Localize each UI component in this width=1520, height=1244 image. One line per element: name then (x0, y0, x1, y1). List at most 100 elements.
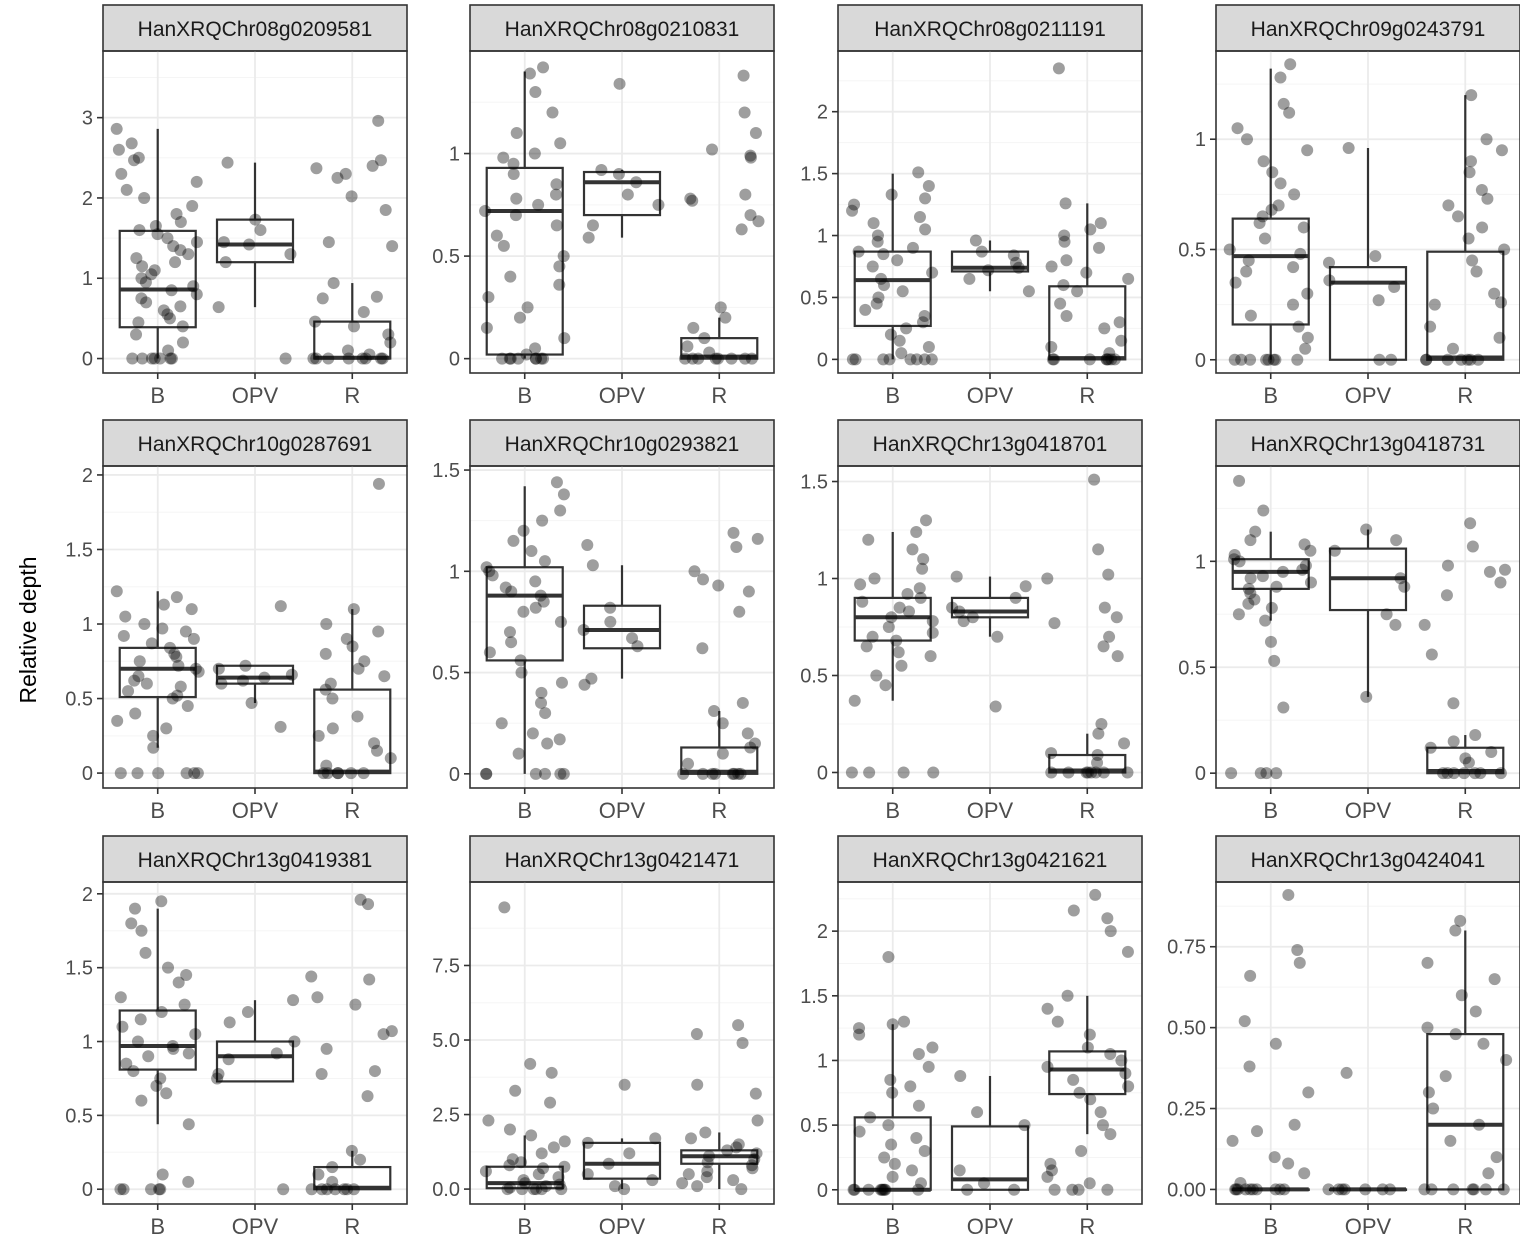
data-point (318, 767, 330, 779)
data-point (691, 1028, 703, 1040)
data-point (524, 1058, 536, 1070)
data-point (287, 994, 299, 1006)
data-point (677, 768, 689, 780)
data-point (1277, 566, 1289, 578)
data-point (1441, 767, 1453, 779)
y-tick-label: 0 (1195, 763, 1206, 785)
data-point (1381, 608, 1393, 620)
data-point (958, 615, 970, 627)
data-point (349, 999, 361, 1011)
data-point (1234, 555, 1246, 567)
data-point (885, 1139, 897, 1151)
data-point (1491, 1151, 1503, 1163)
data-point (1398, 581, 1410, 593)
data-point (853, 1029, 865, 1041)
data-point (595, 164, 607, 176)
data-point (346, 1145, 358, 1157)
data-point (742, 727, 754, 739)
data-point (1085, 766, 1097, 778)
y-tick-label: 0 (82, 1179, 93, 1201)
facet-panel: HanXRQChr10g028769100.511.52B OPV R (65, 420, 407, 823)
data-point (128, 675, 140, 687)
data-point (1048, 353, 1060, 365)
data-point (1254, 217, 1266, 229)
data-point (1360, 524, 1372, 536)
data-point (1233, 608, 1245, 620)
data-point (1329, 545, 1341, 557)
data-point (910, 1132, 922, 1144)
data-point (378, 1028, 390, 1040)
data-point (708, 705, 720, 717)
data-point (1463, 757, 1475, 769)
data-point (1480, 1183, 1492, 1195)
data-point (1111, 611, 1123, 623)
y-tick-label: 2 (82, 188, 93, 210)
data-point (140, 947, 152, 959)
data-point (872, 236, 884, 248)
data-point (1008, 1184, 1020, 1196)
data-point (1102, 569, 1114, 581)
data-point (882, 1119, 894, 1131)
data-point (709, 768, 721, 780)
data-point (1476, 221, 1488, 233)
x-tick-label: R (1457, 1214, 1473, 1239)
facet-title: HanXRQChr13g0418731 (1251, 433, 1486, 456)
data-point (1341, 1067, 1353, 1079)
data-point (160, 722, 172, 734)
data-point (861, 640, 873, 652)
data-point (1023, 285, 1035, 297)
data-point (867, 260, 879, 272)
y-tick-label: 0.00 (1167, 1179, 1206, 1201)
facet-panel: HanXRQChr13g041870100.511.5B OPV R (800, 420, 1142, 823)
x-tick-label: B (1263, 1214, 1278, 1239)
x-tick-label: R (711, 383, 727, 408)
data-point (345, 767, 357, 779)
data-point (854, 578, 866, 590)
data-point (691, 1079, 703, 1091)
x-tick-label: OPV (967, 798, 1014, 823)
data-point (882, 951, 894, 963)
y-tick-label: 2 (817, 921, 828, 943)
y-tick-label: 0.5 (432, 663, 460, 685)
y-tick-label: 0.25 (1167, 1099, 1206, 1121)
data-point (893, 646, 905, 658)
data-point (1084, 1177, 1096, 1189)
data-point (1232, 122, 1244, 134)
data-point (954, 1070, 966, 1082)
data-point (320, 618, 332, 630)
data-point (1074, 1087, 1086, 1099)
data-point (1485, 746, 1497, 758)
data-point (903, 605, 915, 617)
data-point (1301, 288, 1313, 300)
data-point (978, 1177, 990, 1189)
data-point (182, 248, 194, 260)
data-point (1084, 353, 1096, 365)
data-point (1468, 1183, 1480, 1195)
data-point (613, 168, 625, 180)
data-point (546, 1067, 558, 1079)
data-point (916, 563, 928, 575)
data-point (1294, 957, 1306, 969)
data-point (1425, 742, 1437, 754)
data-point (482, 1115, 494, 1127)
data-point (1283, 107, 1295, 119)
data-point (706, 143, 718, 155)
data-point (1045, 341, 1057, 353)
data-point (371, 745, 383, 757)
data-point (1469, 729, 1481, 741)
data-point (1270, 767, 1282, 779)
data-point (553, 279, 565, 291)
data-point (169, 256, 181, 268)
data-point (900, 322, 912, 334)
data-point (752, 215, 764, 227)
data-point (507, 158, 519, 170)
data-point (111, 715, 123, 727)
data-point (115, 767, 127, 779)
y-tick-label: 1 (1195, 129, 1206, 151)
data-point (149, 353, 161, 365)
data-point (1467, 541, 1479, 553)
data-point (1442, 199, 1454, 211)
data-point (173, 976, 185, 988)
data-point (218, 236, 230, 248)
data-point (515, 1156, 527, 1168)
